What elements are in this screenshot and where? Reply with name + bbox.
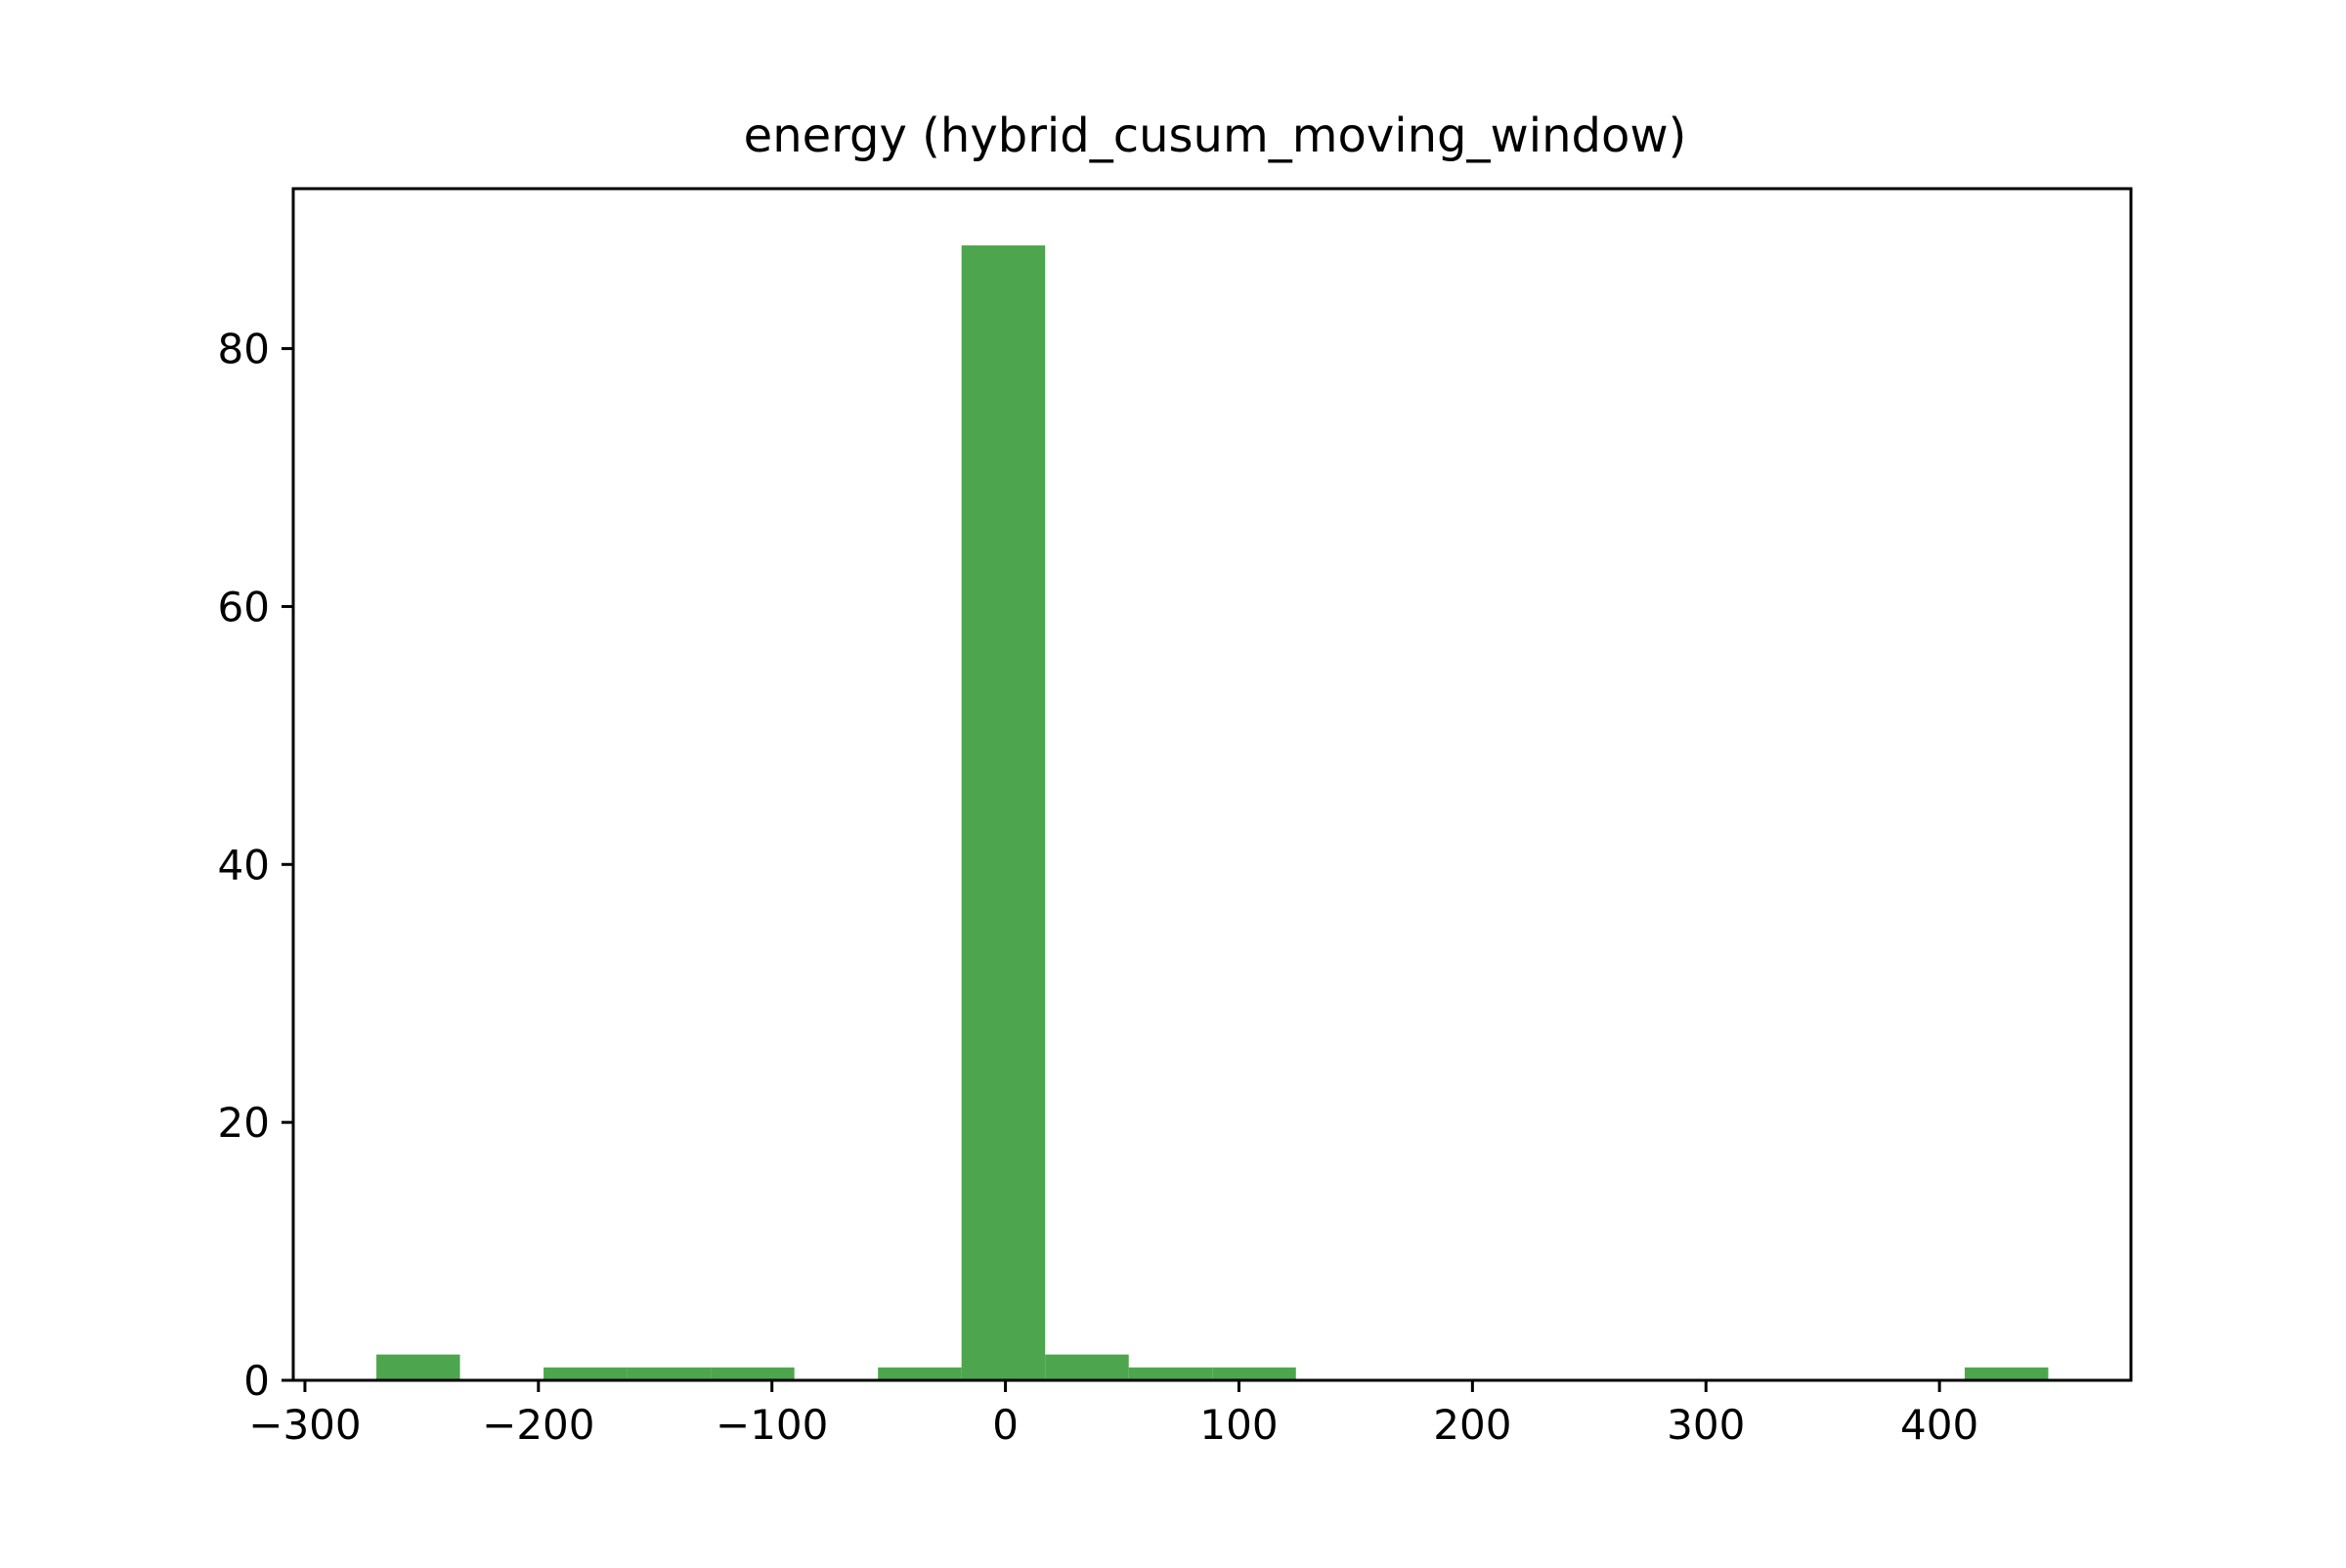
x-tick-label: 200 xyxy=(1433,1401,1511,1449)
plot-frame xyxy=(291,187,2133,1382)
x-axis: −300 −200 −100 0 100 200 300 400 xyxy=(248,1380,1978,1449)
x-tick-label: −100 xyxy=(716,1401,828,1449)
x-tick-label: 400 xyxy=(1900,1401,1978,1449)
histogram-bar xyxy=(1128,1367,1213,1380)
histogram-bar xyxy=(543,1367,628,1380)
y-tick-label: 0 xyxy=(243,1357,270,1405)
histogram-bar xyxy=(376,1354,460,1380)
histogram-bar xyxy=(878,1367,962,1380)
x-tick-label: 100 xyxy=(1199,1401,1278,1449)
x-tick-label: −200 xyxy=(482,1401,594,1449)
y-tick-label: 60 xyxy=(218,583,270,631)
y-tick-label: 40 xyxy=(218,841,270,889)
y-axis: 0 20 40 60 80 xyxy=(218,326,293,1405)
x-tick-label: 0 xyxy=(992,1401,1019,1449)
bars-layer xyxy=(376,245,2049,1381)
histogram-bar xyxy=(1964,1367,2049,1380)
y-tick-label: 20 xyxy=(218,1099,270,1147)
x-tick-label: −300 xyxy=(248,1401,361,1449)
histogram-bar xyxy=(627,1367,712,1380)
histogram-bar xyxy=(961,245,1046,1381)
histogram-bar xyxy=(1212,1367,1296,1380)
histogram-bar xyxy=(711,1367,795,1380)
x-tick-label: 300 xyxy=(1667,1401,1745,1449)
y-tick-label: 80 xyxy=(218,326,270,373)
chart-title: energy (hybrid_cusum_moving_window) xyxy=(744,109,1687,163)
histogram-bar xyxy=(1045,1354,1129,1380)
